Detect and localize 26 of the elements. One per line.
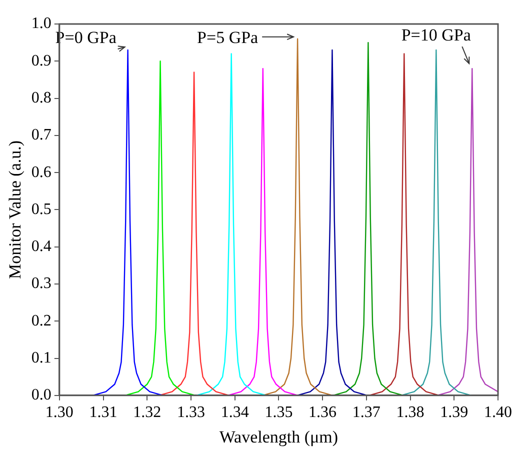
x-tick-label: 1.39 <box>440 404 468 422</box>
x-tick-label: 1.36 <box>308 404 337 422</box>
x-tick-label: 1.34 <box>220 404 249 422</box>
y-tick-label: 0.2 <box>31 312 52 330</box>
y-axis-title: Monitor Value (a.u.) <box>6 140 25 279</box>
x-tick-label: 1.37 <box>352 404 380 422</box>
x-tick-label: 1.40 <box>484 404 512 422</box>
x-tick-label: 1.38 <box>396 404 424 422</box>
x-tick-label: 1.33 <box>176 404 205 422</box>
y-tick-label: 0.3 <box>31 275 52 292</box>
x-axis-title: Wavelength (μm) <box>219 427 338 446</box>
x-tick-label: 1.32 <box>133 404 162 422</box>
y-tick-label: 0.0 <box>31 386 52 404</box>
annotation: P=10 GPa <box>401 26 472 45</box>
y-tick-label: 0.8 <box>31 89 52 106</box>
y-tick-label: 0.4 <box>31 238 52 256</box>
y-tick-label: 0.1 <box>31 349 52 366</box>
y-tick-label: 1.0 <box>31 15 52 32</box>
x-tick-label: 1.35 <box>264 404 293 422</box>
y-tick-label: 0.9 <box>31 52 52 70</box>
y-tick-label: 0.7 <box>31 126 52 144</box>
annotation: P=5 GPa <box>197 28 259 47</box>
x-tick-label: 1.31 <box>89 404 118 422</box>
y-tick-label: 0.6 <box>31 164 52 181</box>
y-tick-label: 0.5 <box>31 200 52 218</box>
x-tick-label: 1.30 <box>45 404 74 422</box>
